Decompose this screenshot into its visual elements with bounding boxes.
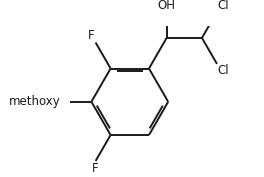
Text: Cl: Cl [218, 0, 229, 12]
Text: OH: OH [158, 0, 176, 12]
Text: F: F [88, 29, 95, 42]
Text: Cl: Cl [218, 64, 229, 77]
Text: methoxy: methoxy [9, 95, 61, 108]
Text: F: F [92, 162, 98, 175]
